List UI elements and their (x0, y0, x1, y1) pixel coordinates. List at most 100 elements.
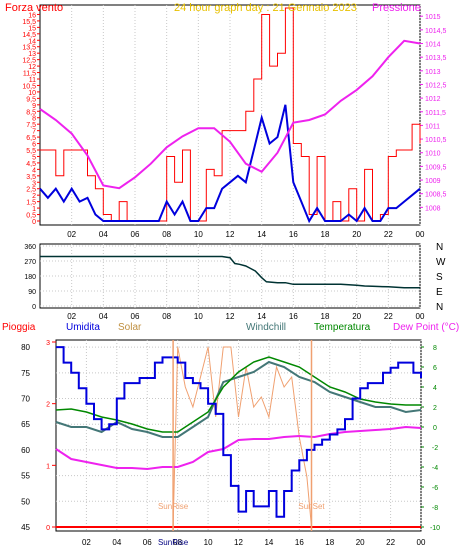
rain-tick-label: 1 (46, 463, 50, 470)
wind-tick-label: 0,5 (26, 213, 36, 220)
temperature-tick-label: 0 (433, 425, 437, 432)
pressure-tick-label: 1011,5 (425, 110, 446, 117)
humidity-line (56, 346, 422, 518)
humidity-tick-label: 55 (21, 472, 30, 481)
solar-line (172, 346, 312, 528)
temperature-axis-ticks: -10 -8 -6 -4 -2 0 2 4 6 8 (421, 345, 440, 532)
rain-tick-label: 2 (46, 402, 50, 409)
x-tick-label: 00 (417, 538, 426, 547)
x-tick-label: 10 (194, 230, 203, 239)
wind-tick-label: 8 (32, 116, 36, 123)
pressure-tick-label: 1009,5 (425, 164, 447, 171)
rain-tick-label: 3 (46, 340, 50, 347)
wind-tick-label: 11 (29, 77, 36, 84)
rain-tick-label: 0 (46, 525, 50, 532)
temperature-tick-label: 8 (433, 345, 437, 352)
x-tick-label: 10 (194, 312, 203, 321)
sun-marker-label: SunRise (158, 502, 189, 511)
x-tick-label: 08 (173, 538, 182, 547)
pressure-tick-label: 1011 (425, 123, 440, 130)
x-tick-label: 04 (112, 538, 121, 547)
x-tick-label: 12 (226, 230, 235, 239)
humidity-tick-label: 75 (21, 369, 30, 378)
wind-tick-label: 16 (28, 12, 36, 19)
x-tick-label: 16 (295, 538, 304, 547)
x-tick-label: 14 (257, 312, 266, 321)
wind-tick-label: 9 (32, 103, 36, 110)
degree-tick-label: 0 (32, 304, 36, 311)
wind-tick-label: 4,5 (26, 161, 36, 168)
wind-tick-label: 3,5 (26, 174, 36, 181)
legend-label: Windchill (246, 322, 286, 333)
sun-markers: SunRise SunSet SunRise (158, 340, 325, 547)
chart-title: 24 hour graph day : 21 Gennaio 2023 (174, 2, 357, 14)
humidity-tick-label: 65 (21, 420, 30, 429)
x-tick-label: 22 (384, 312, 393, 321)
degree-tick-label: 180 (24, 274, 36, 281)
direction-degree-ticks: 0 90 180 270 360 (24, 244, 36, 311)
x-tick-label: 06 (143, 538, 152, 547)
humidity-tick-label: 70 (21, 395, 30, 404)
pressure-tick-label: 1012 (425, 96, 441, 103)
wind-chart-series (39, 7, 421, 224)
pressure-tick-label: 1013 (425, 69, 441, 76)
temp-chart-series (55, 346, 422, 528)
pressure-tick-label: 1010 (425, 151, 441, 158)
temp-chart-legend: Pioggia Umidita Solar Windchill Temperatura D… (2, 322, 459, 333)
legend-label: Pioggia (2, 322, 36, 333)
x-tick-label: 12 (234, 538, 243, 547)
wind-chart-x-ticks: 02 04 06 08 10 12 14 16 18 20 22 00 (67, 230, 425, 239)
wind-tick-label: 1 (32, 206, 36, 213)
wind-speed-axis-ticks: 00,511,522,533,544,555,566,577,588,599,5… (22, 12, 40, 226)
humidity-tick-label: 50 (21, 497, 30, 506)
humidity-tick-label: 60 (21, 446, 30, 455)
wind-tick-label: 14 (28, 38, 36, 45)
degree-tick-label: 90 (28, 289, 36, 296)
wind-tick-label: 10 (28, 90, 36, 97)
x-tick-label: 04 (99, 230, 108, 239)
wind-tick-label: 2 (32, 193, 36, 200)
pressure-tick-label: 1012,5 (425, 82, 447, 89)
sun-marker-label: SunSet (298, 502, 325, 511)
humidity-axis-ticks: 45 50 55 60 65 70 75 80 (21, 343, 30, 532)
x-tick-label: 12 (226, 312, 235, 321)
wind-tick-label: 13 (28, 51, 36, 58)
legend-label: Temperatura (314, 322, 371, 333)
temperature-tick-label: 6 (433, 365, 437, 372)
compass-label: E (436, 287, 443, 298)
wind-tick-label: 11,5 (23, 71, 36, 78)
pressure-tick-label: 1008 (425, 205, 441, 212)
wind-tick-label: 4 (32, 167, 36, 174)
temperature-tick-label: 4 (433, 385, 437, 392)
temperature-tick-label: -10 (430, 525, 440, 532)
wind-tick-label: 7,5 (26, 122, 36, 129)
wind-tick-label: 15,5 (22, 19, 36, 26)
x-tick-label: 22 (384, 230, 393, 239)
wind-gust-line (40, 7, 421, 222)
wind-direction-line (40, 255, 420, 289)
compass-label: S (436, 272, 443, 283)
x-tick-label: 04 (99, 312, 108, 321)
wind-tick-label: 14,5 (22, 32, 36, 39)
pressure-tick-label: 1014,5 (425, 28, 447, 35)
humidity-tick-label: 80 (21, 343, 30, 352)
wind-tick-label: 10,5 (22, 83, 36, 90)
wind-tick-label: 1,5 (26, 200, 36, 207)
x-tick-label: 20 (352, 230, 361, 239)
x-tick-label: 02 (67, 230, 76, 239)
x-tick-label: 02 (82, 538, 91, 547)
x-tick-label: 16 (289, 230, 298, 239)
x-tick-label: 00 (416, 312, 425, 321)
x-tick-label: 20 (356, 538, 365, 547)
x-tick-label: 06 (131, 230, 140, 239)
wind-average-line (39, 104, 421, 224)
pressure-axis-label: Pressione (372, 2, 421, 14)
wind-tick-label: 2,5 (26, 187, 36, 194)
temp-chart-x-ticks: 02 04 06 08 10 12 14 16 18 20 22 00 (82, 538, 426, 547)
direction-chart-series (40, 255, 420, 289)
x-tick-label: 18 (321, 230, 330, 239)
wind-tick-label: 12 (28, 64, 36, 71)
degree-tick-label: 270 (24, 259, 36, 266)
x-tick-label: 20 (352, 312, 361, 321)
